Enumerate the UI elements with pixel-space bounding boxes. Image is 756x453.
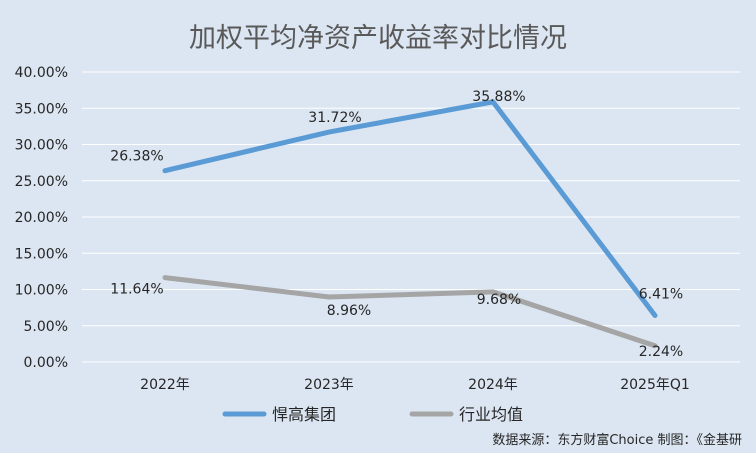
legend: 悍高集团 行业均值 <box>222 405 523 424</box>
y-axis: 0.00% 5.00% 10.00% 15.00% 20.00% 25.00% 30.00%… <box>15 65 68 371</box>
y-tick-label: 25.00% <box>15 174 68 190</box>
data-label: 11.64% <box>110 282 163 298</box>
y-tick-label: 20.00% <box>15 210 68 226</box>
y-tick-label: 40.00% <box>15 65 68 81</box>
y-tick-label: 15.00% <box>15 246 68 262</box>
series-line-hangao <box>162 99 658 319</box>
grid-lines <box>82 71 740 363</box>
y-tick-label: 5.00% <box>24 319 68 335</box>
x-tick-label: 2023年 <box>304 377 354 393</box>
data-label: 31.72% <box>308 110 361 126</box>
x-tick-label: 2022年 <box>140 377 190 393</box>
x-tick-label: 2024年 <box>468 377 518 393</box>
y-tick-label: 35.00% <box>15 101 68 117</box>
data-label: 8.96% <box>327 303 371 319</box>
x-tick-label: 2025年Q1 <box>620 377 690 393</box>
data-label: 26.38% <box>110 149 163 165</box>
series-line-industry-avg <box>162 275 658 349</box>
x-axis: 2022年 2023年 2024年 2025年Q1 <box>140 377 690 393</box>
y-tick-label: 10.00% <box>15 283 68 299</box>
legend-label: 悍高集团 <box>272 405 336 424</box>
data-label: 6.41% <box>639 287 683 303</box>
data-label: 9.68% <box>477 292 521 308</box>
y-tick-label: 0.00% <box>24 355 68 371</box>
y-tick-label: 30.00% <box>15 138 68 154</box>
series-lines <box>162 99 658 349</box>
chart-title: 加权平均净资产收益率对比情况 <box>189 23 567 54</box>
data-label: 2.24% <box>639 344 683 360</box>
legend-label: 行业均值 <box>459 405 523 424</box>
data-labels: 26.38% 31.72% 35.88% 6.41% 11.64% 8.96% 9.68% 2… <box>110 89 683 360</box>
data-label: 35.88% <box>472 89 525 105</box>
source-note: 数据来源：东方财富Choice 制图：《金基研 <box>492 432 742 448</box>
